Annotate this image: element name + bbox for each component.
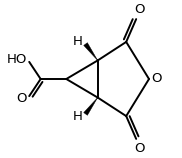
Text: O: O xyxy=(151,73,162,85)
Text: H: H xyxy=(73,110,83,123)
Text: O: O xyxy=(134,3,145,15)
Polygon shape xyxy=(84,43,98,61)
Text: O: O xyxy=(134,143,145,155)
Text: H: H xyxy=(73,35,83,48)
Text: O: O xyxy=(17,92,27,105)
Text: HO: HO xyxy=(7,53,27,66)
Polygon shape xyxy=(84,97,98,115)
